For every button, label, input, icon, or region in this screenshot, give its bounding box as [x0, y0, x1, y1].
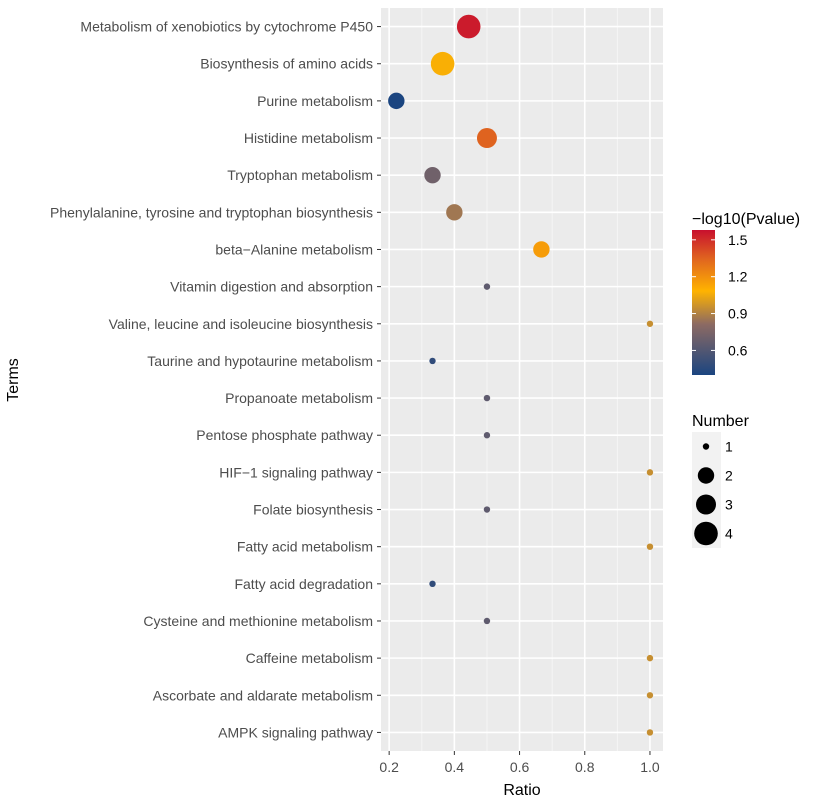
data-point — [483, 617, 491, 625]
term-label: Biosynthesis of amino acids — [200, 56, 373, 72]
data-point — [533, 241, 550, 258]
data-point — [429, 357, 436, 365]
x-tick-label: 0.2 — [379, 759, 399, 775]
size-key-dot — [696, 494, 716, 515]
term-label: Taurine and hypotaurine metabolism — [147, 353, 373, 369]
term-label: Fatty acid metabolism — [237, 539, 373, 555]
x-tick-label: 0.4 — [445, 759, 465, 775]
data-point — [646, 543, 654, 550]
term-label: Caffeine metabolism — [246, 650, 373, 666]
term-label: Tryptophan metabolism — [227, 167, 373, 183]
data-point — [424, 166, 441, 184]
size-key-dot — [694, 521, 718, 546]
color-tick-label: 1.5 — [728, 232, 748, 248]
color-tick-label: 0.9 — [728, 306, 748, 322]
data-point — [483, 283, 491, 290]
color-legend-title: −log10(Pvalue) — [692, 211, 800, 228]
color-tick-label: 1.2 — [728, 269, 748, 285]
data-point — [483, 394, 491, 402]
term-label: Phenylalanine, tyrosine and tryptophan b… — [50, 204, 373, 220]
term-label: beta−Alanine metabolism — [215, 241, 373, 257]
size-key-label: 3 — [725, 497, 733, 513]
plot-panel — [381, 8, 663, 751]
data-point — [446, 204, 463, 221]
x-tick-label: 1.0 — [640, 759, 660, 775]
term-label: Valine, leucine and isoleucine biosynthe… — [109, 316, 373, 332]
term-label: Cysteine and methionine metabolism — [143, 613, 373, 629]
term-label: Metabolism of xenobiotics by cytochrome … — [80, 19, 373, 35]
color-tick-label: 0.6 — [728, 342, 748, 358]
color-bar — [692, 230, 715, 375]
term-label: Pentose phosphate pathway — [196, 427, 373, 443]
y-axis: Metabolism of xenobiotics by cytochrome … — [50, 19, 381, 740]
data-point — [429, 580, 436, 588]
term-label: Folate biosynthesis — [253, 502, 373, 518]
y-axis-title: Terms — [5, 358, 22, 402]
data-point — [646, 729, 654, 736]
color-legend-ticks: 0.6 0.9 1.2 1.5 — [692, 232, 748, 358]
color-legend: −log10(Pvalue) 0.6 0.9 1.2 1.5 — [692, 211, 800, 375]
term-label: Purine metabolism — [257, 93, 373, 109]
data-point — [646, 469, 654, 476]
term-label: Ascorbate and aldarate metabolism — [153, 687, 373, 703]
data-point — [430, 51, 455, 76]
term-label: Vitamin digestion and absorption — [170, 279, 373, 295]
data-points — [388, 14, 654, 736]
x-tick-label: 0.6 — [510, 759, 530, 775]
size-legend: Number 1 2 3 4 — [692, 413, 750, 548]
size-key-label: 2 — [725, 468, 733, 484]
x-axis: 0.2 0.4 0.6 0.8 1.0 — [379, 751, 660, 775]
x-axis-title: Ratio — [503, 782, 540, 798]
size-legend-items: 1 2 3 4 — [692, 432, 733, 548]
size-key-label: 4 — [725, 526, 733, 542]
size-key-dot — [702, 443, 710, 450]
data-point — [646, 692, 654, 699]
term-label: Histidine metabolism — [244, 130, 373, 146]
x-tick-label: 0.8 — [575, 759, 595, 775]
term-label: AMPK signaling pathway — [218, 724, 373, 740]
data-point — [476, 128, 497, 149]
data-point — [646, 654, 654, 662]
data-point — [483, 432, 491, 439]
major-gridlines — [381, 8, 663, 751]
term-label: Propanoate metabolism — [225, 390, 373, 406]
data-point — [646, 320, 654, 327]
data-point — [388, 92, 405, 110]
data-point — [483, 506, 491, 513]
term-label: Fatty acid degradation — [234, 576, 373, 592]
size-legend-title: Number — [692, 413, 750, 430]
term-label: HIF−1 signaling pathway — [219, 464, 373, 480]
size-key-label: 1 — [725, 439, 733, 455]
size-key-dot — [697, 467, 715, 484]
data-point — [456, 14, 481, 39]
